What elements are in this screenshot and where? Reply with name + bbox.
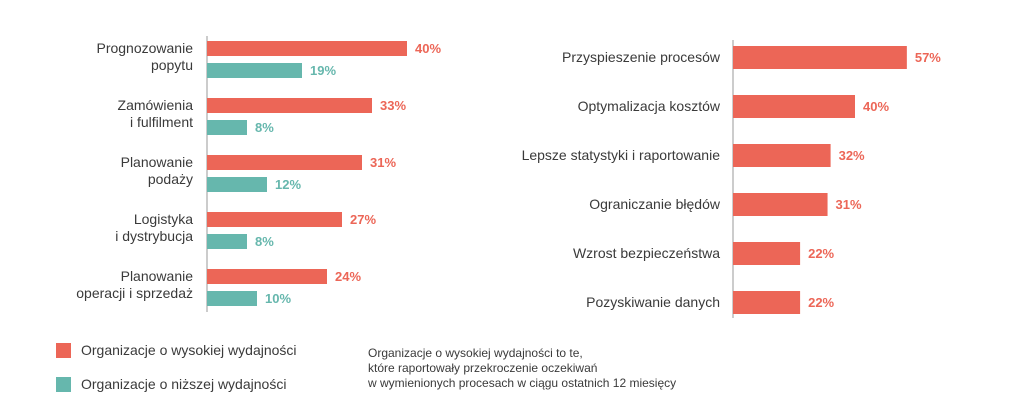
data-label-high: 31% [370,155,396,170]
legend-label-high: Organizacje o wysokiej wydajności [81,342,297,358]
category-label: Pozyskiwanie danych [586,294,720,310]
bar-high-0 [207,41,407,56]
footnote-line: Organizacje o wysokiej wydajności to te, [368,346,583,360]
category-label: Optymalizacja kosztów [578,98,721,114]
category-label-line: popytu [151,57,193,73]
data-label-low: 10% [265,291,291,306]
data-label: 22% [808,295,834,310]
footnote-line: w wymienionych procesach w ciągu ostatni… [368,376,677,390]
data-label-low: 8% [255,120,274,135]
bar-low-0 [207,63,302,78]
data-label-high: 40% [415,41,441,56]
data-label: 32% [839,148,865,163]
bar-low-4 [207,291,257,306]
category-label: Lepsze statystyki i raportowanie [522,147,721,163]
bar-low-2 [207,177,267,192]
category-label-line: Zamówienia [118,97,194,113]
data-label-low: 8% [255,234,274,249]
category-label: Wzrost bezpieczeństwa [573,245,720,261]
footnote-line: które raportowały przekroczenie oczekiwa… [368,361,598,375]
legend-label-low: Organizacje o niższej wydajności [81,376,287,392]
data-label-low: 19% [310,63,336,78]
category-label-line: Logistyka [134,211,193,227]
legend-swatch-low [56,377,71,392]
category-label: Przyspieszenie procesów [562,49,721,65]
data-label: 40% [863,99,889,114]
bar-4 [733,242,801,265]
data-label-high: 24% [335,269,361,284]
data-label-low: 12% [275,177,301,192]
data-label: 22% [808,246,834,261]
legend-swatch-high [56,343,71,358]
bar-low-3 [207,234,247,249]
bar-3 [733,193,828,216]
bar-high-2 [207,155,362,170]
footnote: Organizacje o wysokiej wydajności to te,… [368,346,676,391]
category-label: Ograniczanie błędów [589,196,721,212]
data-label-high: 33% [380,98,406,113]
data-label: 57% [915,50,941,65]
bar-high-4 [207,269,327,284]
category-label-line: Prognozowanie [96,40,193,56]
bar-2 [733,144,831,167]
category-label-line: i fulfilment [130,114,193,130]
bar-5 [733,291,801,314]
category-label-line: operacji i sprzedaż [76,285,193,301]
bar-high-1 [207,98,372,113]
category-label-line: podaży [148,171,193,187]
category-label-line: Planowanie [121,268,194,284]
data-label-high: 27% [350,212,376,227]
category-label-line: i dystrybucja [115,228,193,244]
bar-1 [733,95,855,118]
bar-low-1 [207,120,247,135]
bar-0 [733,46,907,69]
data-label: 31% [836,197,862,212]
category-label-line: Planowanie [121,154,194,170]
bar-high-3 [207,212,342,227]
